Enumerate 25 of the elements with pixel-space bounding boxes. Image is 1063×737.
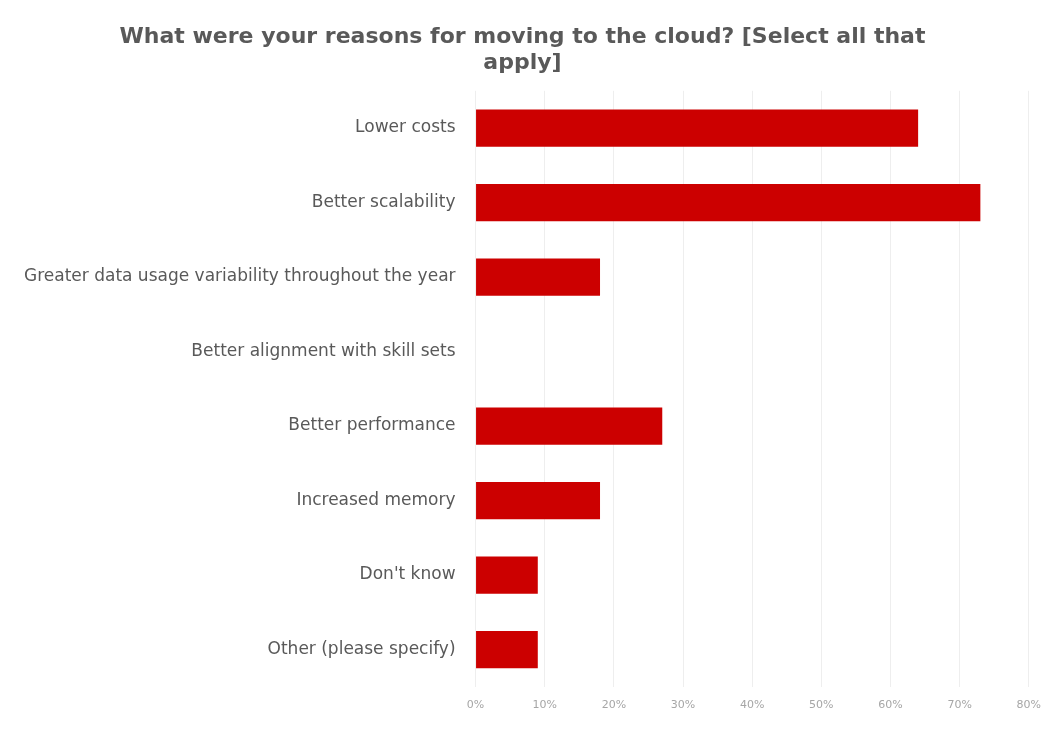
bar xyxy=(476,556,538,594)
y-tick-label: Better alignment with skill sets xyxy=(191,339,456,360)
x-tick-label: 10% xyxy=(532,698,557,712)
y-tick-label: Better scalability xyxy=(311,190,456,211)
bar xyxy=(476,109,919,147)
bar xyxy=(476,481,601,520)
bar xyxy=(476,407,663,445)
y-tick-label: Better performance xyxy=(288,414,456,435)
bar xyxy=(476,630,538,669)
y-tick-label: Don't know xyxy=(359,563,456,584)
y-tick-label: Increased memory xyxy=(296,488,456,509)
x-tick-label: 40% xyxy=(739,698,765,712)
y-tick-label: Other (please specify) xyxy=(267,637,456,658)
x-tick-label: 20% xyxy=(601,698,627,712)
x-tick-label: 60% xyxy=(878,698,903,712)
bar xyxy=(476,258,601,296)
x-tick-label: 70% xyxy=(947,698,972,712)
y-tick-label: Lower costs xyxy=(355,116,456,137)
bar xyxy=(476,183,981,222)
x-tick-label: 80% xyxy=(1016,698,1041,712)
x-tick-label: 30% xyxy=(670,698,696,712)
y-tick-label: Greater data usage variability throughout the year xyxy=(23,265,456,286)
chart-title: What were your reasons for moving to the cloud? [Select all that apply] xyxy=(119,22,926,75)
x-tick-label: 0% xyxy=(466,698,485,712)
x-tick-label: 50% xyxy=(809,698,834,712)
